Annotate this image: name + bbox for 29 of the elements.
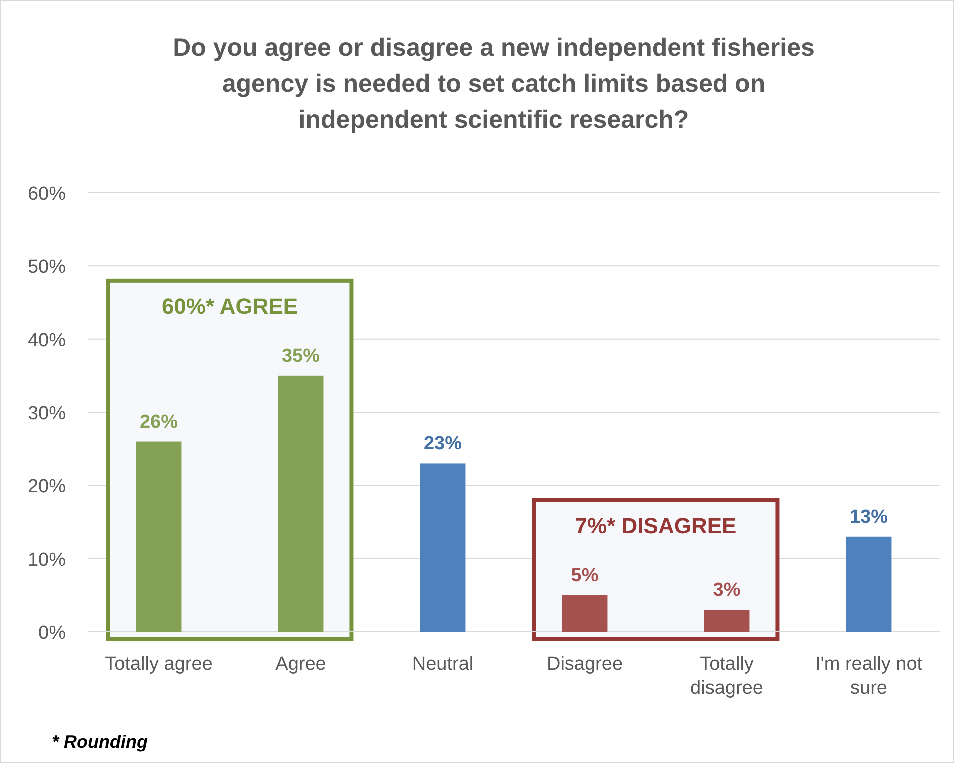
data-label: 35% — [282, 346, 320, 367]
x-tick-label: Disagree — [546, 654, 624, 675]
data-label: 26% — [140, 412, 178, 433]
bar — [562, 595, 608, 632]
y-tick-label: 30% — [28, 404, 66, 424]
y-tick-label: 10% — [28, 550, 66, 571]
bar — [420, 464, 466, 632]
chart-title: Do you agree or disagree a new independent fisheries agency is needed to set catch limits based on independent scientific research? — [173, 34, 815, 134]
bar — [136, 442, 182, 632]
data-label: 23% — [424, 434, 462, 455]
bar — [278, 376, 324, 632]
x-tick-label: I'm really not sure — [815, 654, 924, 699]
y-tick-label: 40% — [28, 330, 66, 352]
y-tick-label: 60% — [28, 184, 66, 205]
data-label: 3% — [713, 580, 741, 602]
x-tick-label: Neutral — [412, 654, 474, 675]
data-label: 5% — [571, 565, 599, 586]
x-tick-label: Totally disagree — [690, 654, 764, 699]
annotation: 60%* AGREE — [162, 294, 298, 319]
y-tick-label: 0% — [38, 623, 66, 644]
bar — [846, 536, 892, 632]
bar — [704, 610, 750, 632]
text: * Rounding — [52, 732, 148, 752]
x-tick-label: Agree — [276, 654, 326, 675]
y-tick-label: 20% — [28, 476, 66, 498]
annotation: 7%* DISAGREE — [575, 513, 737, 538]
x-tick-label: Totally agree — [105, 654, 213, 675]
data-label: 13% — [850, 506, 888, 528]
y-tick-label: 50% — [28, 257, 66, 278]
